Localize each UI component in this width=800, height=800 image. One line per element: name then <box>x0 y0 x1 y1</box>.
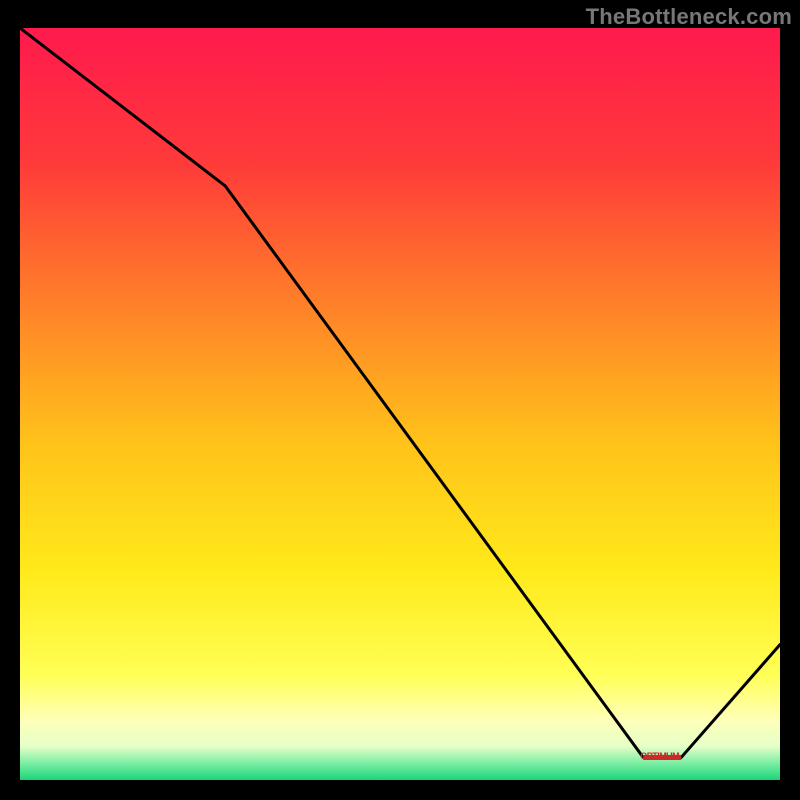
chart-container: TheBottleneck.com OPTIMUM <box>0 0 800 800</box>
gradient-background <box>20 28 780 780</box>
plot-svg <box>20 28 780 780</box>
watermark-text: TheBottleneck.com <box>586 4 792 30</box>
plot-area <box>20 28 780 780</box>
optimum-marker-label: OPTIMUM <box>640 751 679 761</box>
